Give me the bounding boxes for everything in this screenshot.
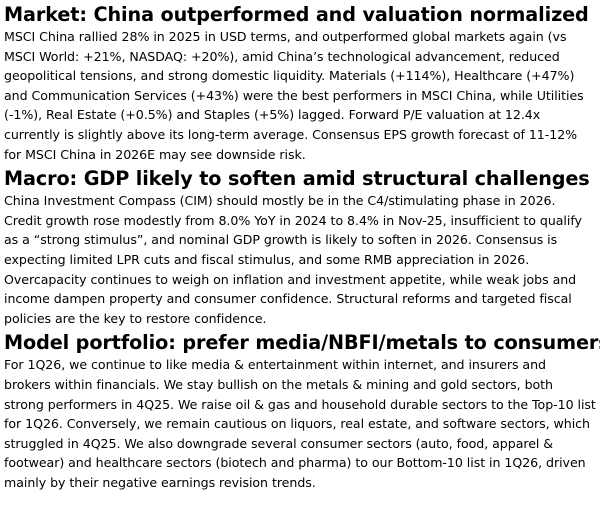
macro-heading: Macro: GDP likely to soften amid structu… bbox=[4, 167, 590, 191]
market-heading: Market: China outperformed and valuation… bbox=[4, 3, 589, 26]
market-section: Market: China outperformed and valuation… bbox=[4, 3, 596, 164]
model-portfolio-heading: Model portfolio: prefer media/NBFI/metal… bbox=[4, 331, 600, 355]
document-page: Market: China outperformed and valuation… bbox=[4, 3, 600, 492]
macro-paragraph: China Investment Compass (CIM) should mo… bbox=[4, 193, 582, 326]
model-portfolio-paragraph: For 1Q26, we continue to like media & en… bbox=[4, 357, 596, 490]
model-portfolio-section: Model portfolio: prefer media/NBFI/metal… bbox=[4, 331, 600, 492]
market-paragraph: MSCI China rallied 28% in 2025 in USD te… bbox=[4, 29, 584, 162]
macro-section: Macro: GDP likely to soften amid structu… bbox=[4, 167, 596, 328]
